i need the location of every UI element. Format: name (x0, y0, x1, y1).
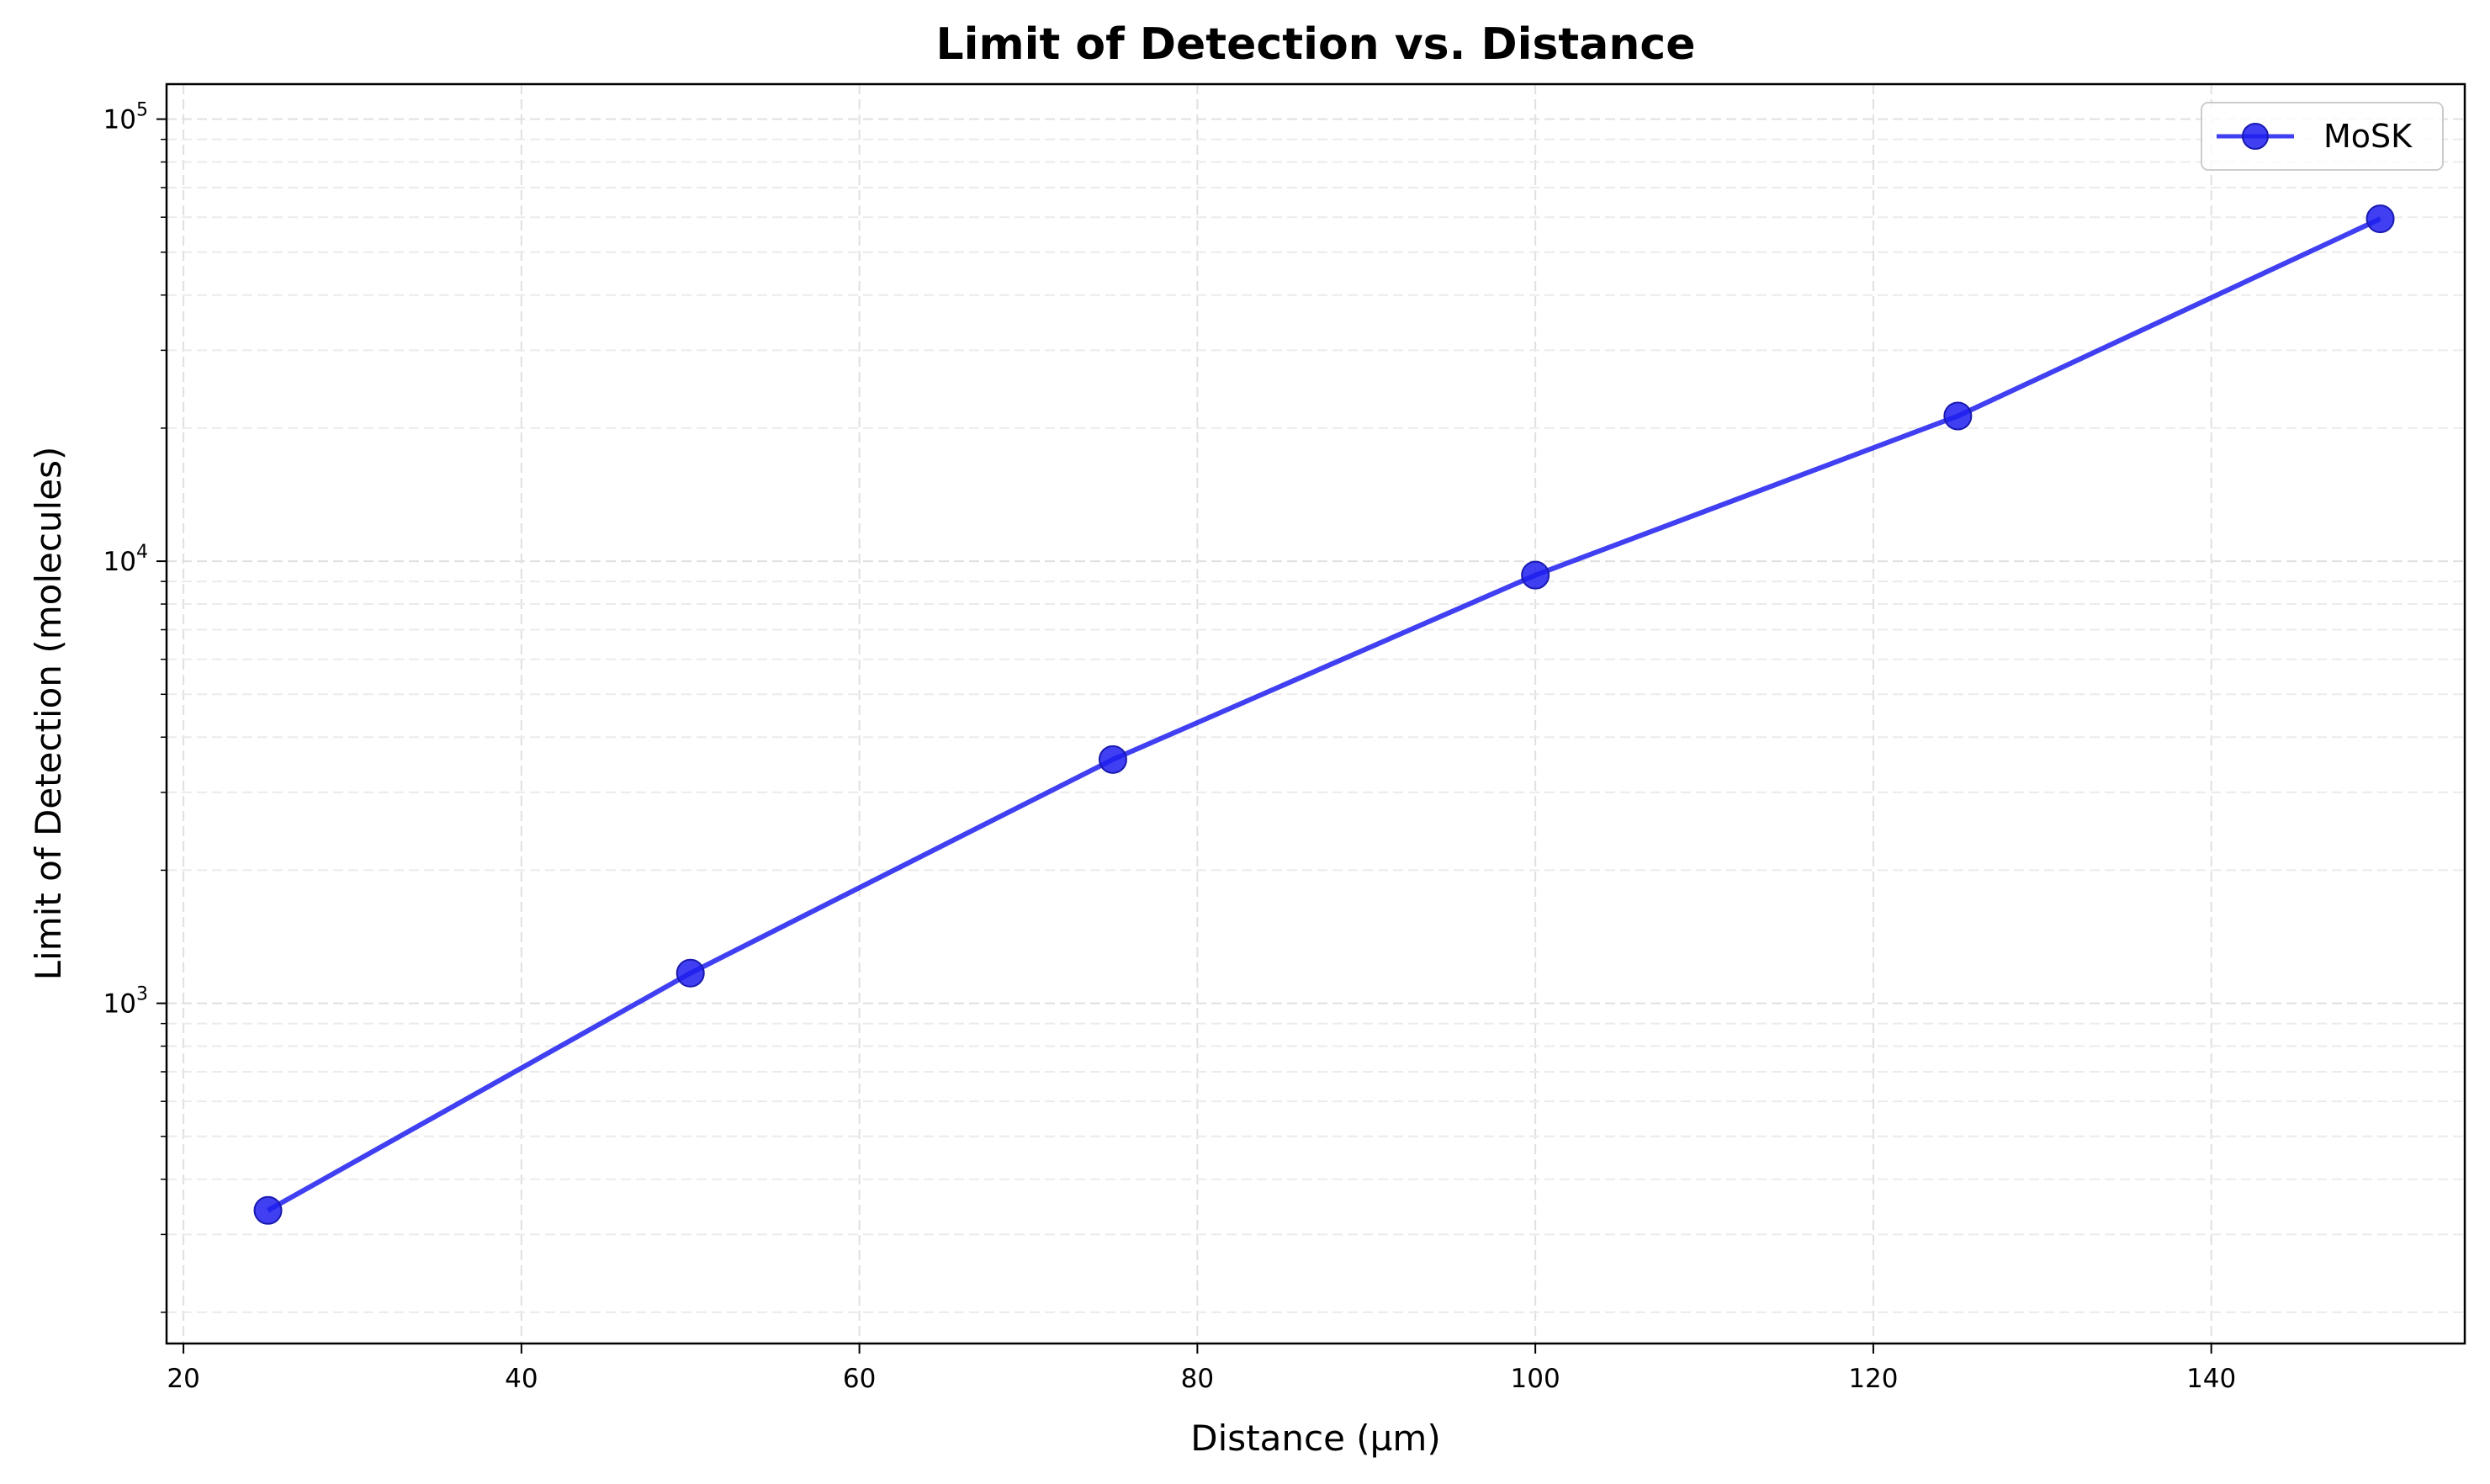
x-tick-label: 100 (1511, 1364, 1560, 1394)
data-point (1098, 745, 1127, 774)
x-tick-label: 20 (167, 1364, 199, 1394)
plot-frame (165, 82, 2466, 1345)
legend: MoSK (2201, 102, 2444, 171)
data-point (253, 1195, 283, 1225)
y-tick-label: 104 (103, 542, 148, 577)
y-axis-label: Limit of Detection (molecules) (28, 447, 69, 981)
x-tick-label: 80 (1181, 1364, 1214, 1394)
x-tick-label: 40 (505, 1364, 538, 1394)
x-tick-label: 140 (2186, 1364, 2236, 1394)
y-tick-label: 103 (103, 984, 148, 1020)
x-axis-label: Distance (µm) (1190, 1418, 1440, 1459)
data-point (2366, 204, 2395, 234)
series-line-mosk (267, 216, 2381, 1213)
legend-marker-swatch (2242, 123, 2269, 150)
chart-title: Limit of Detection vs. Distance (936, 19, 1696, 70)
x-tick-label: 60 (843, 1364, 876, 1394)
x-tick-label: 120 (1848, 1364, 1898, 1394)
legend-label: MoSK (2323, 118, 2413, 155)
grid (167, 84, 2465, 1344)
ticks: 20 40 60 80 100 120 140 103 104 105 (103, 100, 2237, 1394)
data-point (1521, 560, 1550, 590)
series-layer (253, 204, 2395, 1225)
data-point (1943, 401, 1973, 431)
data-point (675, 958, 705, 988)
y-tick-label: 105 (103, 100, 148, 135)
legend-box (2201, 102, 2444, 171)
